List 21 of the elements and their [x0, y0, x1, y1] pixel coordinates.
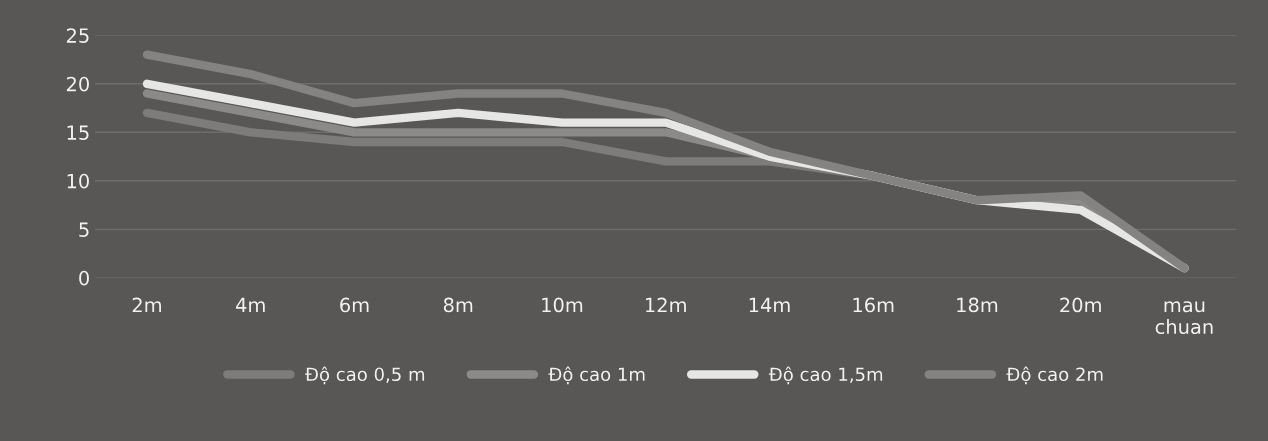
legend-label: Độ cao 1,5m: [768, 366, 883, 385]
x-tick-label: 14m: [749, 297, 790, 313]
x-tick-label: 18m: [957, 297, 998, 313]
legend-label: Độ cao 0,5 m: [305, 366, 425, 385]
x-tick-label: 12m: [645, 297, 686, 313]
y-tick-label: 10: [67, 173, 89, 189]
legend-label: Độ cao 1m: [548, 366, 645, 385]
x-tick-label: 6m: [340, 297, 369, 313]
y-tick-label: 5: [79, 222, 89, 237]
x-tick-label: 2m: [132, 297, 161, 313]
x-tick-label: 16m: [853, 297, 894, 313]
legend-label: Độ cao 2m: [1006, 366, 1103, 385]
y-tick-label: 15: [67, 125, 89, 140]
x-tick-label: 8m: [443, 297, 473, 313]
y-tick-label: 25: [66, 28, 89, 43]
y-tick-label: 20: [66, 76, 89, 92]
x-tick-label: 10m: [542, 297, 583, 313]
x-tick-label: 4m: [236, 297, 265, 313]
x-tick-label: mau chuan: [1155, 301, 1213, 335]
y-tick-label: 0: [79, 270, 89, 286]
x-tick-label: 20m: [1060, 297, 1101, 313]
